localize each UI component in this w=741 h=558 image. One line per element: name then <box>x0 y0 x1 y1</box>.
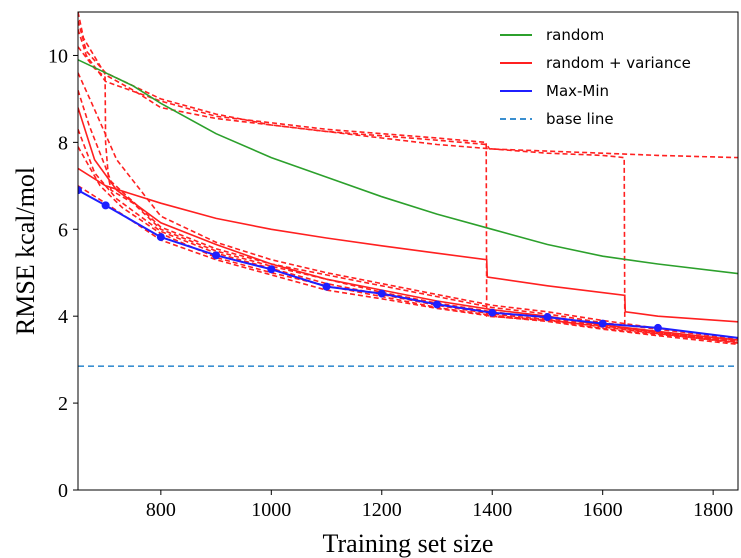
max-min-marker-8 <box>488 308 497 317</box>
y-tick-label-4: 4 <box>58 306 68 328</box>
series-line-random-variance-1 <box>78 167 738 323</box>
series-line-random-variance-9 <box>78 89 738 340</box>
series-line-max-min-3 <box>78 189 738 339</box>
max-min-marker-7 <box>432 300 441 309</box>
y-tick-label-10: 10 <box>48 45 68 67</box>
y-tick-label-2: 2 <box>58 393 68 415</box>
x-tick-label-1600: 1600 <box>583 499 623 521</box>
max-min-marker-11 <box>653 323 662 332</box>
max-min-marker-4 <box>267 265 276 274</box>
y-tick-label-6: 6 <box>58 219 68 241</box>
legend-label-3: base line <box>546 110 614 128</box>
max-min-marker-0 <box>78 186 82 195</box>
series-line-random-variance-11 <box>78 146 738 344</box>
max-min-marker-3 <box>212 251 221 260</box>
legend-label-2: Max-Min <box>546 82 609 100</box>
max-min-marker-9 <box>543 313 552 322</box>
ticks-layer: 800 1000 1200 1400 1600 1800 0 2 4 6 8 10 <box>48 45 733 521</box>
series-layer <box>78 12 738 367</box>
series-line-random-variance-13 <box>78 72 738 339</box>
max-min-marker-5 <box>322 282 331 291</box>
x-tick-label-800: 800 <box>146 499 176 521</box>
legend: random random + variance Max-Min base line <box>500 26 691 128</box>
x-tick-label-1800: 1800 <box>693 499 733 521</box>
y-tick-label-0: 0 <box>58 480 68 502</box>
x-axis-title: Training set size <box>323 529 494 558</box>
y-tick-label-8: 8 <box>58 132 68 154</box>
x-tick-label-1400: 1400 <box>472 499 512 521</box>
x-tick-label-1200: 1200 <box>362 499 402 521</box>
legend-label-1: random + variance <box>546 54 691 72</box>
max-min-marker-2 <box>156 233 165 242</box>
max-min-marker-6 <box>377 289 386 298</box>
series-line-random-variance-10 <box>78 129 738 344</box>
max-min-marker-10 <box>598 319 607 328</box>
y-axis-title: RMSE kcal/mol <box>11 167 40 335</box>
series-line-random-variance-5 <box>78 12 738 159</box>
series-line-random-variance-6 <box>78 29 738 341</box>
x-tick-label-1000: 1000 <box>251 499 291 521</box>
legend-label-0: random <box>546 26 604 44</box>
series-line-random-variance-8 <box>78 46 738 343</box>
series-line-random-0 <box>78 59 738 275</box>
max-min-marker-1 <box>101 201 110 210</box>
plot-frame <box>77 11 739 491</box>
series-line-random-variance-12 <box>78 185 738 346</box>
